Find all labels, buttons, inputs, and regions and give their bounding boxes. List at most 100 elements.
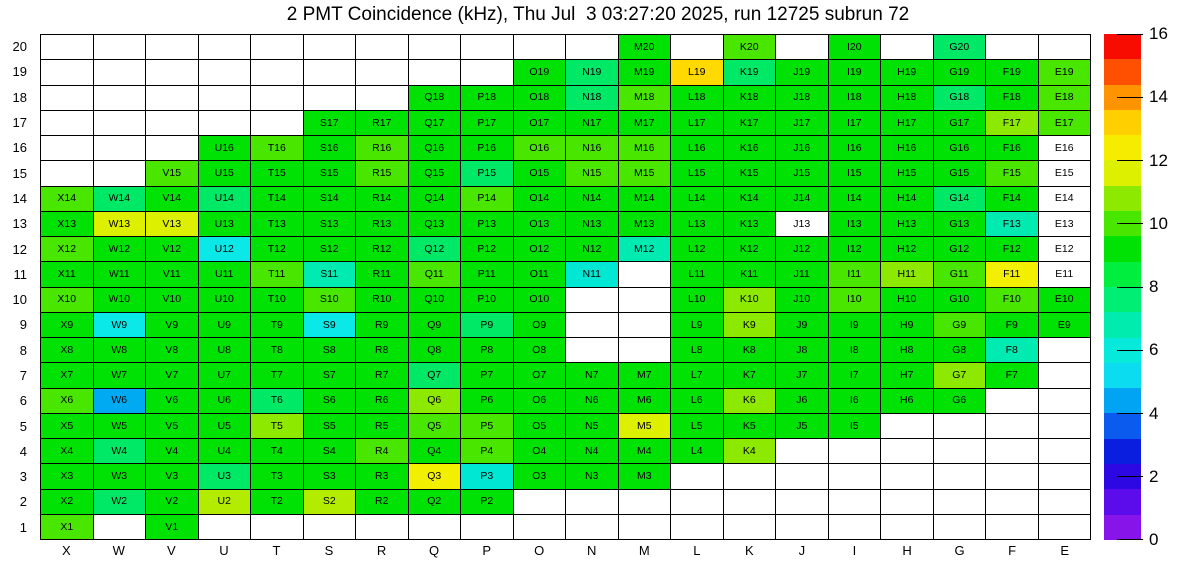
heatmap-cell: Q14 xyxy=(408,186,461,212)
heatmap-cell: T11 xyxy=(251,262,304,288)
heatmap-cell: T12 xyxy=(251,237,304,263)
x-axis-label: K xyxy=(745,543,754,558)
heatmap-cell: H14 xyxy=(881,186,934,212)
heatmap-cell xyxy=(93,110,146,136)
heatmap-cell: R12 xyxy=(356,237,409,263)
heatmap-cell: W8 xyxy=(93,338,146,364)
heatmap-cell xyxy=(461,514,514,540)
heatmap-cell: K13 xyxy=(723,211,776,237)
y-axis-label: 13 xyxy=(12,216,27,232)
heatmap-cell: I11 xyxy=(828,262,881,288)
heatmap-cell xyxy=(933,439,986,465)
heatmap-cell: R14 xyxy=(356,186,409,212)
heatmap-cell xyxy=(146,110,199,136)
heatmap-cell: T14 xyxy=(251,186,304,212)
heatmap-cell: F8 xyxy=(986,338,1039,364)
heatmap-cell: I16 xyxy=(828,136,881,162)
heatmap-cell xyxy=(93,514,146,540)
heatmap-cell: G10 xyxy=(933,287,986,313)
heatmap-cell xyxy=(408,514,461,540)
color-scale-band xyxy=(1104,59,1141,85)
x-axis-label: R xyxy=(376,543,387,558)
heatmap-cell: E13 xyxy=(1038,211,1091,237)
heatmap-cell xyxy=(408,60,461,86)
heatmap-cell xyxy=(356,35,409,61)
color-scale-band xyxy=(1104,438,1141,465)
heatmap-cell: J10 xyxy=(776,287,829,313)
color-scale-tick-label: 8 xyxy=(1149,277,1159,296)
heatmap-cell: K7 xyxy=(723,363,776,389)
heatmap-cell: O13 xyxy=(513,211,566,237)
heatmap-cell: V2 xyxy=(146,489,199,515)
heatmap-cell: P16 xyxy=(461,136,514,162)
x-axis-label: L xyxy=(693,543,701,558)
color-scale-band xyxy=(1104,135,1141,161)
heatmap-cell: Q5 xyxy=(408,413,461,439)
heatmap-cell: J15 xyxy=(776,161,829,187)
heatmap-cell: P9 xyxy=(461,312,514,338)
heatmap-cell: V14 xyxy=(146,186,199,212)
heatmap-cell: S11 xyxy=(303,262,356,288)
heatmap-cell: P4 xyxy=(461,439,514,465)
heatmap-cell: R5 xyxy=(356,413,409,439)
y-axis-label: 20 xyxy=(12,39,27,55)
heatmap-cell xyxy=(881,464,934,490)
heatmap-cell: H19 xyxy=(881,60,934,86)
heatmap-cell: W9 xyxy=(93,312,146,338)
heatmap-cell xyxy=(986,388,1039,414)
heatmap-cell: U10 xyxy=(198,287,251,313)
heatmap-cell: E11 xyxy=(1038,262,1091,288)
heatmap-cell: H18 xyxy=(881,85,934,111)
heatmap-cell xyxy=(776,489,829,515)
heatmap-cell: R16 xyxy=(356,136,409,162)
heatmap-cell: L16 xyxy=(671,136,724,162)
heatmap-cell xyxy=(146,60,199,86)
heatmap-cell: K16 xyxy=(723,136,776,162)
heatmap-cell: N5 xyxy=(566,413,619,439)
x-axis-label: U xyxy=(219,543,229,558)
heatmap-cell: Q18 xyxy=(408,85,461,111)
heatmap-cell xyxy=(986,439,1039,465)
heatmap-cell: S14 xyxy=(303,186,356,212)
heatmap-cell: L7 xyxy=(671,363,724,389)
heatmap-cell: G19 xyxy=(933,60,986,86)
heatmap-cell: Q4 xyxy=(408,439,461,465)
heatmap-cell: E17 xyxy=(1038,110,1091,136)
heatmap-cell xyxy=(828,514,881,540)
y-axis-label: 17 xyxy=(12,115,27,131)
color-scale-tick xyxy=(1117,349,1143,351)
heatmap-cell: U3 xyxy=(198,464,251,490)
x-axis-label: J xyxy=(798,543,806,558)
heatmap-cell: V4 xyxy=(146,439,199,465)
heatmap-cell: G20 xyxy=(933,35,986,61)
heatmap-cell: M4 xyxy=(618,439,671,465)
heatmap-cell xyxy=(776,464,829,490)
heatmap-cell: I13 xyxy=(828,211,881,237)
heatmap-cell: N3 xyxy=(566,464,619,490)
heatmap-cell: S13 xyxy=(303,211,356,237)
heatmap-cell: G8 xyxy=(933,338,986,364)
heatmap-cell: H15 xyxy=(881,161,934,187)
heatmap-cell: V1 xyxy=(146,514,199,540)
heatmap-cell: L9 xyxy=(671,312,724,338)
heatmap-cell: L14 xyxy=(671,186,724,212)
heatmap-cell: M14 xyxy=(618,186,671,212)
heatmap-cell: O19 xyxy=(513,60,566,86)
heatmap-cell: S5 xyxy=(303,413,356,439)
heatmap-cell: W7 xyxy=(93,363,146,389)
heatmap-cell: S7 xyxy=(303,363,356,389)
heatmap-cell: K10 xyxy=(723,287,776,313)
x-axis-label: Q xyxy=(429,543,440,558)
heatmap-cell: V15 xyxy=(146,161,199,187)
heatmap-cell: I5 xyxy=(828,413,881,439)
heatmap-cell: Q17 xyxy=(408,110,461,136)
heatmap-cell: G16 xyxy=(933,136,986,162)
heatmap-cell: R9 xyxy=(356,312,409,338)
heatmap-cell: M16 xyxy=(618,136,671,162)
heatmap-cell: L8 xyxy=(671,338,724,364)
heatmap-cell: V11 xyxy=(146,262,199,288)
heatmap-cell: O17 xyxy=(513,110,566,136)
heatmap-cell: J14 xyxy=(776,186,829,212)
color-scale-band xyxy=(1104,388,1141,414)
heatmap-cell: X8 xyxy=(41,338,94,364)
